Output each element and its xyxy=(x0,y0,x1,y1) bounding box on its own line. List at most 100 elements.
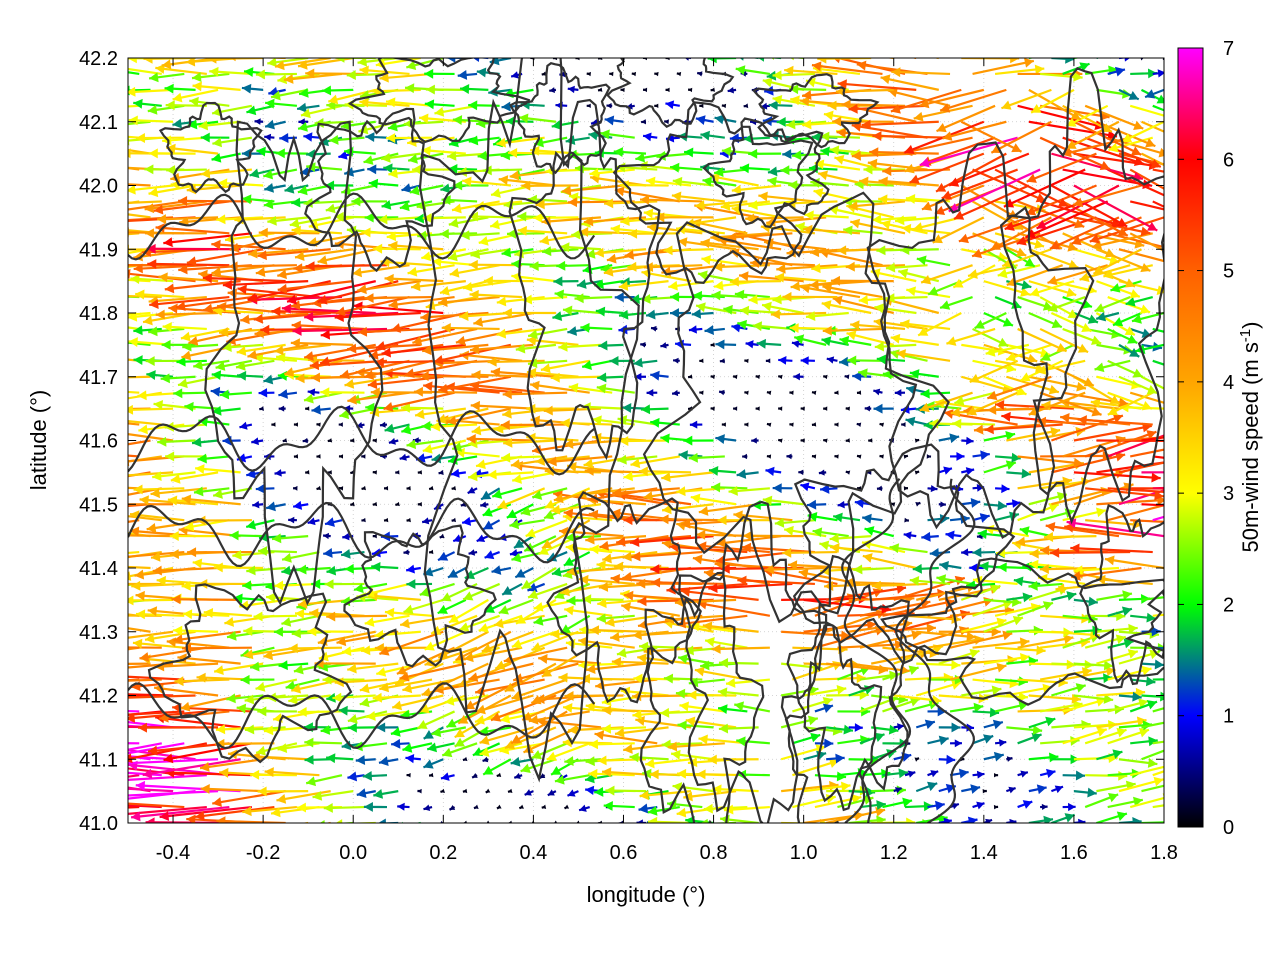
y-tick-label: 42.0 xyxy=(79,176,118,198)
wind-arrow xyxy=(1006,756,1013,762)
wind-arrow xyxy=(837,500,849,509)
colorbar-tick-label: 6 xyxy=(1223,149,1234,171)
wind-arrow xyxy=(710,87,715,92)
terrain-contour xyxy=(418,58,640,783)
wind-arrow xyxy=(1045,521,1120,538)
wind-arrow xyxy=(834,154,883,171)
wind-arrow xyxy=(480,487,501,501)
wind-arrow xyxy=(504,662,557,693)
wind-arrow xyxy=(713,261,770,272)
wind-arrow xyxy=(1107,232,1164,249)
wind-arrow xyxy=(550,503,602,515)
wind-arrow xyxy=(995,484,1010,494)
wind-arrow xyxy=(415,453,433,463)
wind-arrow xyxy=(1004,200,1086,231)
wind-arrow xyxy=(790,58,827,61)
wind-arrow xyxy=(226,630,264,641)
wind-arrow xyxy=(530,678,591,705)
wind-arrow xyxy=(1050,547,1131,558)
wind-arrow xyxy=(1006,625,1043,636)
wind-arrow xyxy=(592,415,635,426)
wind-arrow xyxy=(1152,804,1164,809)
wind-arrow xyxy=(696,71,703,77)
wind-arrow xyxy=(954,391,996,406)
wind-arrow xyxy=(1073,660,1114,671)
wind-arrow xyxy=(901,223,951,235)
wind-arrow xyxy=(554,289,590,300)
wind-arrow xyxy=(765,358,771,364)
x-tick-label: 1.6 xyxy=(1060,842,1088,864)
wind-arrow xyxy=(162,322,207,332)
wind-arrow xyxy=(936,104,996,133)
wind-arrow xyxy=(1040,803,1048,811)
wind-arrow xyxy=(1039,359,1095,387)
wind-arrow xyxy=(288,694,331,705)
wind-arrow xyxy=(212,487,253,499)
wind-arrow xyxy=(241,194,275,205)
wind-arrow xyxy=(739,271,804,283)
wind-arrow xyxy=(659,707,703,718)
wind-arrow xyxy=(186,184,241,195)
wind-arrow xyxy=(1017,800,1033,809)
wind-arrow xyxy=(511,630,557,649)
terrain-contour xyxy=(508,98,661,461)
wind-arrow xyxy=(438,295,500,307)
wind-arrow xyxy=(718,389,726,396)
wind-arrow xyxy=(242,580,275,591)
wind-arrow xyxy=(1016,216,1097,246)
wind-arrow xyxy=(424,68,455,79)
wind-arrow xyxy=(717,687,759,698)
wind-arrow xyxy=(1152,69,1164,78)
x-tick-label: 1.8 xyxy=(1150,842,1178,864)
wind-arrow xyxy=(1118,691,1142,702)
wind-arrow xyxy=(997,264,1041,279)
terrain-contour xyxy=(792,443,1016,665)
wind-arrow xyxy=(755,374,761,380)
x-tick-label: 0.6 xyxy=(610,842,638,864)
wind-arrow xyxy=(915,781,938,793)
wind-arrow xyxy=(1107,487,1164,493)
wind-arrow xyxy=(641,119,647,125)
wind-arrow xyxy=(668,280,714,291)
wind-arrow xyxy=(985,343,1030,357)
wind-arrow xyxy=(891,67,951,78)
wind-arrow xyxy=(694,666,748,681)
wind-arrow xyxy=(554,774,590,785)
wind-arrow xyxy=(1051,813,1076,823)
wind-arrow xyxy=(128,630,174,639)
wind-arrow xyxy=(859,732,885,745)
wind-arrow xyxy=(766,422,772,427)
wind-arrow xyxy=(739,163,770,174)
wind-arrow xyxy=(1028,375,1087,392)
y-tick-label: 42.1 xyxy=(79,112,118,134)
wind-arrow xyxy=(128,184,174,195)
wind-arrow xyxy=(837,79,917,91)
wind-arrow xyxy=(717,515,770,526)
wind-arrow xyxy=(391,694,444,711)
wind-arrow xyxy=(459,311,511,321)
wind-arrow xyxy=(365,132,388,143)
wind-arrow xyxy=(128,104,140,108)
wind-arrow xyxy=(305,774,343,787)
wind-arrow xyxy=(128,787,174,793)
wind-arrow xyxy=(896,349,951,362)
wind-arrow xyxy=(879,422,884,427)
wind-arrow xyxy=(683,147,714,158)
wind-arrow xyxy=(133,98,162,109)
wind-arrow xyxy=(872,131,951,142)
wind-arrow xyxy=(491,565,512,575)
wind-arrow xyxy=(1084,104,1144,130)
wind-arrow xyxy=(434,104,478,117)
wind-arrow xyxy=(1050,785,1064,794)
wind-arrow xyxy=(912,563,939,574)
wind-arrow xyxy=(894,389,906,397)
wind-arrow xyxy=(412,164,455,175)
wind-arrow xyxy=(423,758,444,769)
wind-arrow xyxy=(448,163,478,174)
wind-arrow xyxy=(589,168,635,179)
wind-arrow xyxy=(524,789,534,796)
wind-arrow xyxy=(546,742,591,761)
wind-arrow xyxy=(708,466,737,476)
wind-arrow xyxy=(1094,359,1131,373)
wind-arrow xyxy=(972,168,1047,203)
